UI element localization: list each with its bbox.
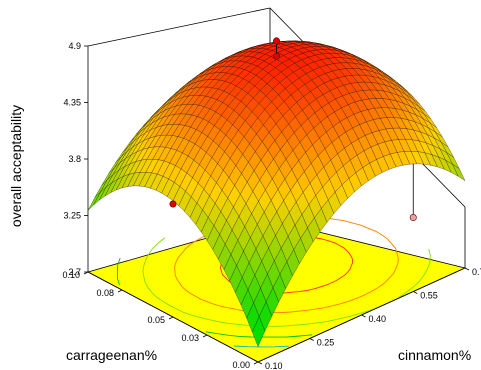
z-axis-ticks: 2.7 3.25 3.8 4.35 4.9 xyxy=(63,41,88,277)
y-tick-mark xyxy=(361,314,366,318)
y-tick-label: 0.70 xyxy=(472,267,481,277)
design-point xyxy=(272,37,280,45)
y-axis-ticks: 0.10 0.25 0.40 0.55 0.70 xyxy=(257,267,481,370)
y-tick-label: 0.55 xyxy=(420,291,438,301)
x-tick-mark xyxy=(202,334,208,338)
surface-cell xyxy=(252,316,266,348)
y-tick-mark xyxy=(413,291,418,294)
z-tick-label: 4.9 xyxy=(68,41,81,51)
design-point xyxy=(272,52,280,60)
x-tick-mark xyxy=(83,271,89,275)
y-axis-label: cinnamon% xyxy=(398,347,471,363)
x-tick-label: 0.00 xyxy=(232,360,250,370)
x-tick-label: 0.03 xyxy=(181,333,199,343)
design-point xyxy=(409,214,417,222)
y-tick-label: 0.10 xyxy=(265,361,283,370)
response-surface xyxy=(87,40,466,348)
x-tick-label: 0.05 xyxy=(147,315,165,325)
z-axis-label: overall acceptability xyxy=(8,105,24,227)
x-tick-mark xyxy=(117,289,123,293)
design-point xyxy=(169,200,177,208)
y-tick-mark xyxy=(257,361,263,365)
y-tick-mark xyxy=(464,267,470,271)
x-tick-mark xyxy=(253,361,259,365)
x-axis-label: carrageenan% xyxy=(66,347,157,363)
z-tick-label: 4.35 xyxy=(63,98,81,108)
x-tick-mark xyxy=(168,316,174,320)
z-tick-label: 2.7 xyxy=(68,267,81,277)
design-points xyxy=(169,37,417,222)
back-left-edge xyxy=(87,7,271,47)
z-tick-label: 3.25 xyxy=(63,211,81,221)
surface-cell xyxy=(87,191,101,211)
x-tick-label: 0.10 xyxy=(62,270,80,280)
y-tick-label: 0.25 xyxy=(317,338,335,348)
y-tick-label: 0.40 xyxy=(369,314,387,324)
y-tick-mark xyxy=(309,338,314,341)
z-tick-label: 3.8 xyxy=(68,154,81,164)
x-axis-ticks: 0.10 0.08 0.05 0.03 0.00 xyxy=(62,270,259,370)
x-tick-label: 0.08 xyxy=(96,288,114,298)
